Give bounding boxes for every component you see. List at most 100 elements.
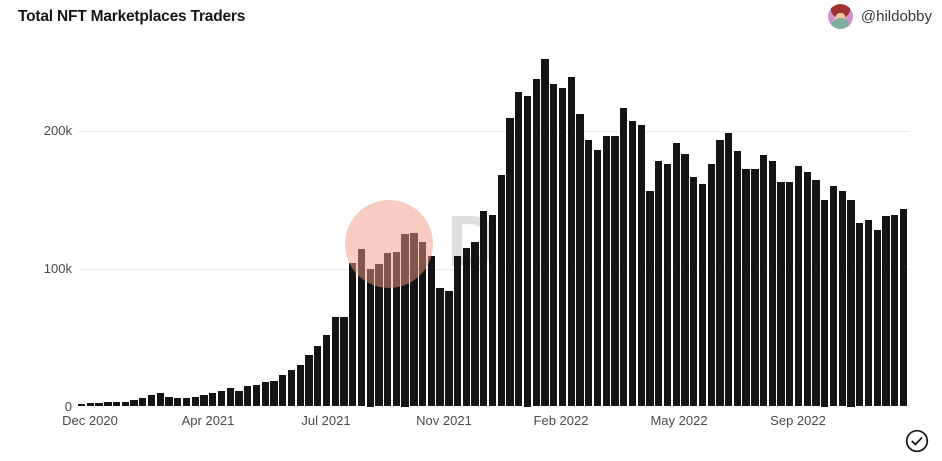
- bar[interactable]: [690, 177, 698, 407]
- bar[interactable]: [340, 316, 348, 407]
- bar[interactable]: [698, 184, 707, 407]
- bar[interactable]: [436, 287, 444, 407]
- bar[interactable]: [112, 402, 121, 407]
- bar[interactable]: [593, 149, 602, 407]
- bar[interactable]: [217, 390, 226, 407]
- bar[interactable]: [838, 191, 846, 407]
- bar[interactable]: [462, 247, 470, 407]
- bar[interactable]: [279, 374, 287, 407]
- bar[interactable]: [480, 210, 488, 407]
- bar[interactable]: [322, 334, 331, 407]
- bar[interactable]: [891, 214, 899, 407]
- bar[interactable]: [655, 160, 663, 407]
- bar[interactable]: [252, 384, 261, 407]
- bar[interactable]: [829, 185, 838, 407]
- bar[interactable]: [602, 136, 610, 407]
- bar[interactable]: [375, 264, 383, 407]
- bar[interactable]: [637, 124, 645, 407]
- bar[interactable]: [497, 174, 505, 407]
- bar[interactable]: [471, 242, 479, 407]
- bar[interactable]: [121, 401, 129, 407]
- bar[interactable]: [401, 234, 409, 407]
- bar[interactable]: [209, 393, 217, 407]
- bar[interactable]: [287, 369, 296, 407]
- bar[interactable]: [847, 199, 855, 407]
- bar[interactable]: [751, 169, 759, 407]
- bar[interactable]: [707, 163, 715, 407]
- bar[interactable]: [812, 180, 820, 407]
- bar[interactable]: [523, 96, 532, 407]
- bar[interactable]: [384, 253, 392, 407]
- bar[interactable]: [130, 399, 138, 407]
- bar[interactable]: [104, 402, 112, 407]
- bar[interactable]: [427, 256, 436, 407]
- bar[interactable]: [226, 388, 234, 407]
- bar[interactable]: [585, 140, 593, 407]
- bar[interactable]: [620, 108, 628, 407]
- bar[interactable]: [392, 251, 401, 407]
- bar[interactable]: [349, 262, 357, 407]
- bar[interactable]: [78, 403, 86, 407]
- bar[interactable]: [628, 120, 637, 407]
- author-handle[interactable]: @hildobby: [860, 8, 932, 25]
- bar[interactable]: [296, 365, 304, 407]
- author-attribution[interactable]: @hildobby: [827, 4, 932, 29]
- bar[interactable]: [873, 229, 881, 407]
- author-avatar[interactable]: [827, 4, 853, 29]
- bar[interactable]: [856, 222, 864, 407]
- bar[interactable]: [515, 91, 523, 407]
- bar[interactable]: [191, 396, 199, 407]
- bar[interactable]: [488, 214, 497, 407]
- bar[interactable]: [803, 171, 811, 407]
- bar[interactable]: [453, 256, 462, 407]
- bar[interactable]: [165, 396, 173, 407]
- bar[interactable]: [366, 268, 374, 407]
- bar[interactable]: [314, 346, 322, 407]
- bar[interactable]: [742, 169, 750, 407]
- bar[interactable]: [759, 155, 768, 407]
- bar[interactable]: [244, 386, 252, 407]
- bar[interactable]: [174, 398, 182, 407]
- bar[interactable]: [147, 394, 156, 407]
- bar[interactable]: [576, 113, 584, 407]
- bar[interactable]: [794, 166, 803, 407]
- bar[interactable]: [270, 380, 278, 407]
- bar[interactable]: [182, 398, 191, 407]
- page-title: Total NFT Marketplaces Traders: [18, 8, 246, 25]
- bar[interactable]: [882, 216, 890, 407]
- bar[interactable]: [899, 209, 908, 407]
- bar[interactable]: [357, 249, 366, 407]
- bar[interactable]: [558, 87, 567, 407]
- bar[interactable]: [418, 242, 427, 407]
- bar[interactable]: [95, 403, 103, 407]
- bar[interactable]: [200, 394, 208, 407]
- bar[interactable]: [672, 142, 680, 407]
- bar[interactable]: [733, 151, 742, 407]
- bar[interactable]: [235, 390, 243, 407]
- bar[interactable]: [681, 153, 689, 407]
- bar[interactable]: [506, 118, 514, 407]
- bar[interactable]: [541, 58, 549, 407]
- bar[interactable]: [86, 403, 95, 407]
- bar[interactable]: [532, 79, 540, 407]
- bar[interactable]: [716, 140, 724, 407]
- bar[interactable]: [445, 290, 453, 407]
- bar[interactable]: [724, 133, 733, 407]
- bar[interactable]: [331, 316, 339, 407]
- bar[interactable]: [786, 181, 794, 407]
- bar[interactable]: [768, 160, 776, 407]
- verified-check-icon[interactable]: [904, 428, 930, 454]
- bar[interactable]: [663, 163, 672, 407]
- bar[interactable]: [261, 381, 269, 407]
- bar[interactable]: [550, 83, 558, 407]
- bar[interactable]: [777, 181, 785, 407]
- bar[interactable]: [646, 191, 654, 407]
- bar[interactable]: [305, 354, 313, 407]
- bar[interactable]: [410, 232, 418, 407]
- bar[interactable]: [611, 136, 619, 407]
- bar[interactable]: [139, 398, 147, 407]
- bar[interactable]: [567, 76, 575, 407]
- bar[interactable]: [156, 393, 164, 407]
- bar[interactable]: [864, 220, 873, 407]
- bar[interactable]: [821, 199, 829, 407]
